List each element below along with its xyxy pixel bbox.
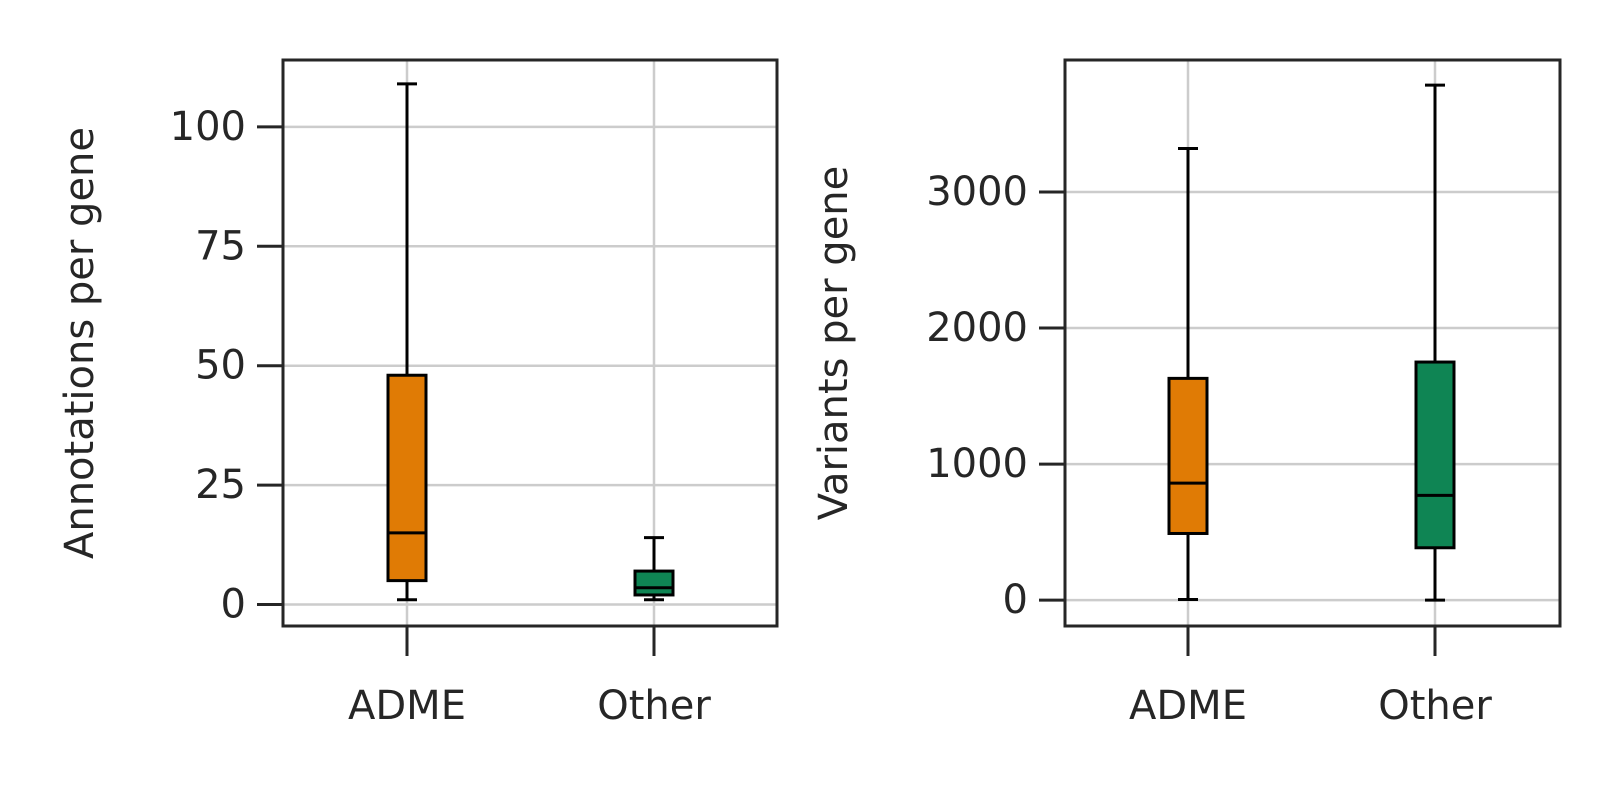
- x-tick-label: ADME: [1129, 683, 1247, 729]
- box-other: [633, 536, 675, 602]
- iqr-box: [386, 373, 428, 583]
- y-tick-label: 1000: [926, 441, 1028, 487]
- y-tick-label: 50: [195, 343, 246, 389]
- y-tick-label: 100: [170, 104, 246, 150]
- x-tick-label: Other: [1378, 683, 1492, 729]
- x-tick-label: Other: [597, 683, 711, 729]
- iqr-box: [1167, 376, 1209, 535]
- y-axis-label: Variants per gene: [811, 166, 857, 521]
- axes-frame: [281, 58, 779, 628]
- y-tick-label: 25: [195, 462, 246, 508]
- iqr-box: [1414, 360, 1456, 550]
- box-adme: [1167, 146, 1209, 601]
- y-tick-label: 3000: [926, 169, 1028, 215]
- variants-boxplot-panel: 0 1000 2000 3000 ADME Other Variants per gene: [811, 58, 1562, 729]
- y-tick-label: 0: [1003, 577, 1028, 623]
- box-other: [1414, 83, 1456, 602]
- x-tick-label: ADME: [348, 683, 466, 729]
- axes-frame: [1063, 58, 1562, 628]
- annotations-boxplot-panel: 0 25 50 75 100 ADME Other Annotations per gene: [57, 58, 779, 729]
- y-tick-label: 0: [221, 582, 246, 628]
- y-tick-label: 75: [195, 223, 246, 269]
- y-tick-label: 2000: [926, 305, 1028, 351]
- y-axis-label: Annotations per gene: [57, 127, 103, 559]
- box-adme: [386, 82, 428, 602]
- iqr-box: [633, 569, 675, 597]
